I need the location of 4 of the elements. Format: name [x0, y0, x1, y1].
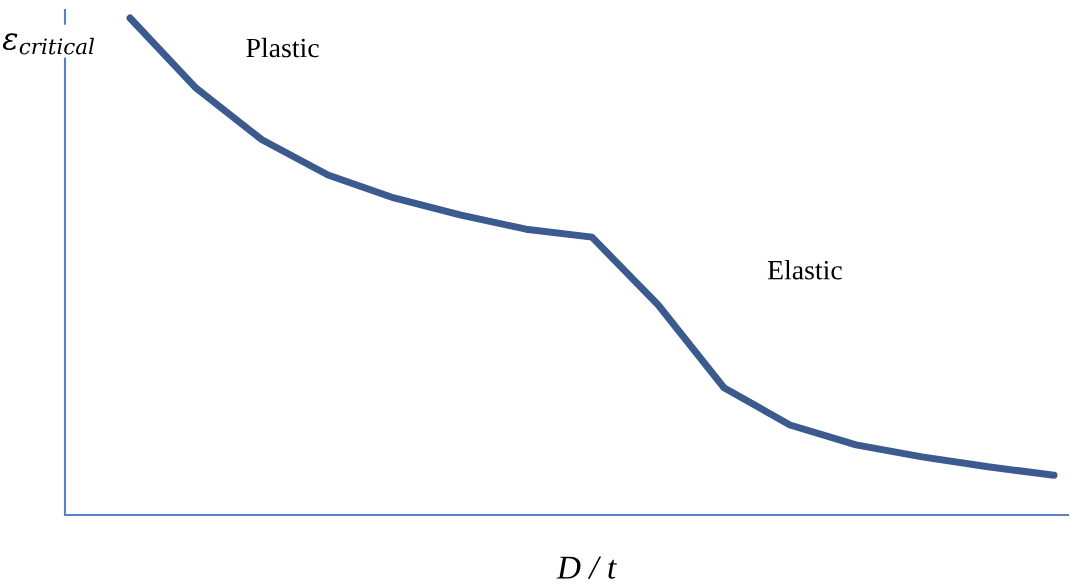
x-axis-title: D / t [556, 556, 617, 579]
annotation: Plastic [246, 37, 319, 58]
annotation: Elastic [767, 260, 842, 280]
y-axis-title: ε$_{critical}$ [2, 33, 94, 55]
